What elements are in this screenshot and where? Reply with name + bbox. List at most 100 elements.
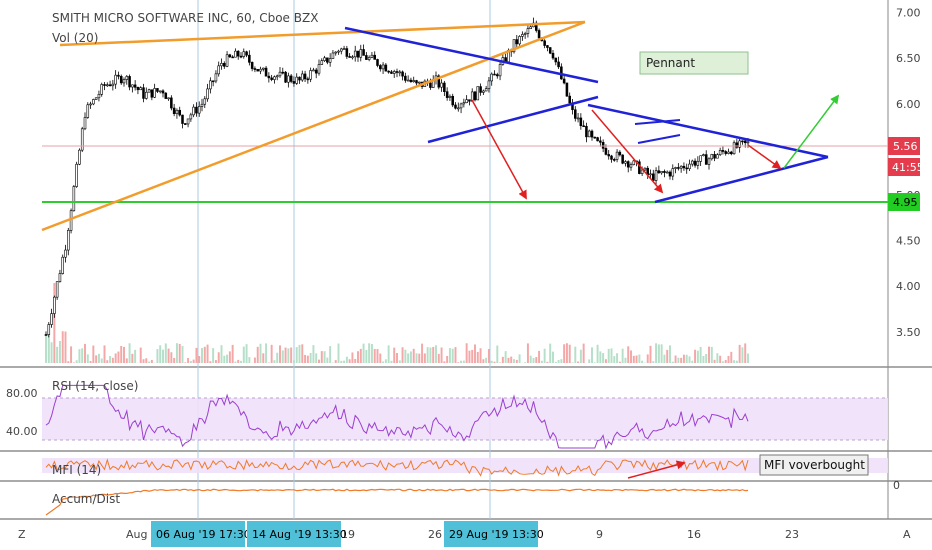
volume-bar (632, 355, 635, 363)
volume-bar (47, 326, 50, 363)
candle-body (618, 151, 622, 156)
volume-bar (674, 355, 677, 363)
volume-bar (710, 346, 713, 363)
volume-bar (446, 355, 449, 363)
volume-bar (415, 353, 418, 363)
candle-body (170, 97, 173, 109)
support-badge (888, 193, 920, 211)
volume-bar (70, 346, 73, 363)
lower-orange-trendline[interactable] (41, 20, 586, 232)
volume-bar (696, 350, 699, 363)
upper-orange-trendline[interactable] (59, 20, 586, 47)
candle-body (44, 334, 48, 336)
pennant-flag-line[interactable] (637, 134, 681, 144)
volume-bar (474, 344, 476, 363)
volume-bar (187, 358, 190, 363)
candle-body (576, 117, 580, 120)
volume-bar (507, 357, 510, 363)
volume-bar (382, 361, 385, 363)
volume-bar (357, 351, 359, 363)
volume-bar (435, 345, 437, 363)
volume-bar (295, 347, 298, 363)
price-tick-label: 7.00 (896, 7, 921, 20)
volume-bar (730, 351, 733, 363)
volume-bar (256, 346, 259, 363)
candle-body (64, 249, 67, 258)
time-highlight-text: 29 Aug '19 13:30 (449, 528, 544, 541)
volume-bar (61, 331, 64, 363)
volume-bar (279, 345, 281, 363)
candle-body (587, 130, 591, 138)
volume-bar (574, 346, 577, 363)
upper-blue-channel[interactable] (344, 26, 599, 84)
mfi-label-box[interactable] (759, 454, 869, 476)
candle-body (376, 59, 379, 66)
down-arrow[interactable] (747, 144, 782, 170)
mfi-arrow[interactable] (627, 460, 686, 479)
pennant-upper-line[interactable] (587, 103, 829, 159)
candle-body (75, 163, 78, 187)
volume-bar (181, 346, 184, 363)
volume-bar (613, 356, 616, 363)
volume-bar (203, 346, 206, 363)
countdown-value: 41:55 (892, 161, 924, 174)
time-highlight-text: 14 Aug '19 13:30 (252, 528, 347, 541)
candle-body (139, 87, 142, 91)
candle-body (702, 154, 705, 157)
candle-body (457, 107, 460, 110)
pennant-flag-line[interactable] (634, 119, 681, 125)
volume-bar (148, 361, 151, 363)
volume-bar (284, 347, 287, 363)
candle-body (100, 84, 103, 95)
volume-bar (150, 359, 153, 363)
volume-bar (301, 344, 304, 363)
pennant-label-box[interactable] (639, 51, 749, 75)
candle-body (262, 67, 265, 70)
candle-body (613, 159, 616, 161)
candle-body (660, 171, 663, 174)
volume-bar (134, 349, 137, 363)
candle-body (186, 118, 190, 125)
volume-bar (649, 345, 652, 363)
candle-body (317, 64, 321, 74)
volume-bar (67, 361, 70, 363)
zoom-button[interactable]: Z (18, 528, 26, 541)
candle-body (239, 55, 243, 58)
candle-body (738, 140, 741, 148)
time-label: Aug (126, 528, 147, 541)
volume-bar (616, 353, 619, 363)
candle-body (704, 154, 708, 165)
volume-bar (220, 345, 223, 363)
volume-bar (426, 347, 429, 363)
candle-body (167, 97, 170, 100)
volume-bar (170, 352, 173, 363)
volume-bar (724, 359, 727, 363)
candle-body (562, 78, 566, 84)
candle-body (548, 47, 552, 54)
down-arrow[interactable] (591, 109, 664, 194)
accum-tick-0: 0 (893, 479, 900, 492)
volume-bar (604, 359, 607, 363)
candle-body (89, 103, 92, 106)
candle-body (470, 91, 474, 102)
volume-bar (337, 343, 340, 363)
volume-bar (351, 352, 354, 363)
candle-body (284, 71, 287, 83)
candle-body (663, 171, 666, 173)
volume-bar (248, 357, 251, 363)
volume-bar (457, 362, 460, 363)
pennant-lower-line[interactable] (654, 155, 829, 204)
down-arrow[interactable] (471, 99, 527, 200)
candle-body (674, 167, 677, 169)
candle-body (693, 160, 697, 166)
candle-body (181, 114, 184, 124)
candle-body (153, 88, 156, 98)
lower-blue-channel[interactable] (427, 95, 599, 144)
candle-body (351, 56, 354, 59)
breakout-arrow[interactable] (783, 94, 840, 169)
candle-body (601, 142, 605, 149)
volume-bar (468, 350, 471, 363)
auto-scale-button[interactable]: A (903, 528, 911, 541)
candle-body (543, 40, 546, 46)
